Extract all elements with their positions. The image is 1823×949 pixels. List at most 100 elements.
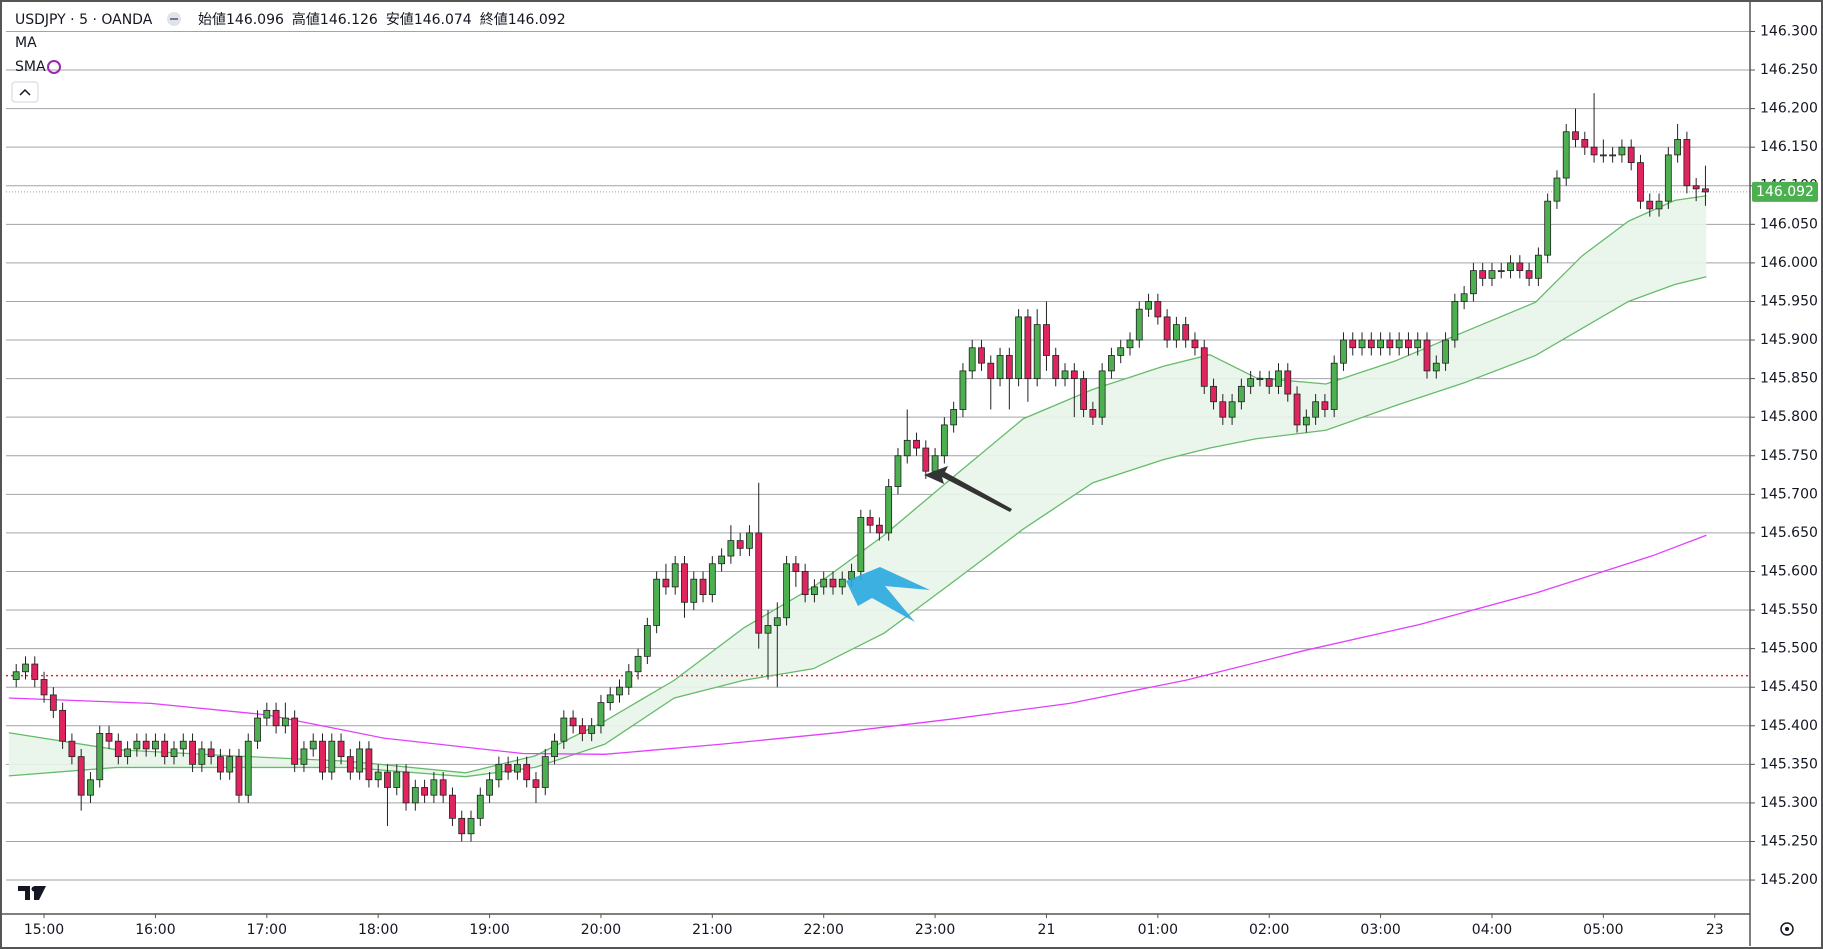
- candle-body: [411, 787, 419, 804]
- candle-body: [189, 740, 196, 765]
- candle-body: [1275, 370, 1282, 387]
- candle-body: [12, 671, 20, 680]
- candle-body: [68, 740, 76, 758]
- x-tick-label: 18:00: [358, 922, 398, 938]
- candle-body: [1135, 308, 1143, 341]
- candle-body: [291, 717, 299, 765]
- candle-body: [662, 578, 670, 588]
- candle-body: [1405, 339, 1412, 349]
- candle-body: [254, 717, 261, 742]
- candle-body: [1219, 401, 1227, 418]
- candle-body: [959, 370, 967, 410]
- candle-body: [1052, 355, 1060, 380]
- candle-body: [1191, 339, 1199, 349]
- candle-body: [59, 709, 67, 742]
- candle-body: [1637, 162, 1644, 202]
- candle-body: [523, 763, 531, 781]
- candle-body: [1265, 378, 1273, 387]
- candle-body: [1321, 401, 1329, 410]
- candle-body: [421, 787, 428, 796]
- candle-body: [1488, 270, 1496, 279]
- candle-body: [1627, 146, 1635, 164]
- candle-body: [634, 655, 642, 673]
- candle-body: [244, 740, 252, 796]
- candle-body: [940, 424, 948, 457]
- y-tick-label: 146.050: [1760, 216, 1818, 232]
- candle-body: [1210, 385, 1217, 403]
- x-tick-label: 03:00: [1360, 922, 1400, 938]
- indicator-line: [8, 195, 1707, 774]
- collapse-button[interactable]: [11, 81, 39, 103]
- candle-body: [1089, 409, 1097, 418]
- indicator-line: [8, 276, 1707, 778]
- candle-body: [1664, 154, 1672, 202]
- candle-body: [1460, 293, 1468, 302]
- y-tick-label: 145.600: [1760, 563, 1818, 579]
- candle-body: [671, 563, 679, 588]
- ohlc-label: 終値: [480, 12, 508, 28]
- candle-body: [1377, 339, 1384, 349]
- logo-dot: [31, 886, 37, 892]
- candle-body: [894, 455, 902, 488]
- candle-body: [1358, 339, 1366, 349]
- candle-body: [1145, 301, 1152, 310]
- y-tick-label: 145.300: [1760, 795, 1818, 811]
- candle-body: [1293, 393, 1301, 426]
- x-tick-label: 21:00: [692, 922, 732, 938]
- y-tick-label: 146.150: [1760, 139, 1818, 155]
- candle-body: [449, 794, 456, 819]
- candle-body: [346, 756, 354, 773]
- black-arrow: [924, 466, 1012, 512]
- candle-body: [792, 563, 800, 572]
- indicator-icon[interactable]: [47, 60, 61, 74]
- y-tick-label: 145.700: [1760, 486, 1818, 502]
- candle-body: [217, 756, 224, 773]
- candle-body: [1581, 139, 1589, 148]
- candle-body: [950, 409, 958, 426]
- candle-body: [1098, 370, 1106, 418]
- candle-body: [699, 578, 707, 596]
- candle-body: [1182, 324, 1190, 341]
- candle-body: [913, 439, 920, 449]
- candle-body: [476, 794, 484, 819]
- candle-body: [495, 763, 503, 781]
- candle-body: [857, 517, 865, 572]
- candle-body: [1683, 139, 1691, 187]
- x-tick-label: 02:00: [1249, 922, 1289, 938]
- candle-body: [49, 694, 57, 711]
- candle-body: [1108, 355, 1115, 372]
- candle-body: [1061, 370, 1069, 380]
- candle-body: [801, 571, 809, 596]
- candle-body: [31, 663, 39, 680]
- candle-body: [1126, 339, 1134, 349]
- plot: [6, 93, 1750, 842]
- candle-body: [77, 756, 85, 796]
- y-tick-label: 146.300: [1760, 23, 1818, 39]
- candle-body: [1553, 177, 1561, 202]
- candle-body: [1562, 131, 1570, 179]
- y-tick-label: 145.400: [1760, 718, 1818, 734]
- candle-body: [263, 709, 271, 719]
- candle-body: [170, 748, 178, 758]
- candle-body: [1349, 339, 1357, 349]
- candle-body: [309, 740, 317, 750]
- candle-body: [1015, 316, 1023, 380]
- settings-icon[interactable]: [1780, 922, 1794, 936]
- candle-body: [1367, 339, 1375, 349]
- candle-body: [1451, 301, 1459, 341]
- ohlc-value: 146.092: [508, 12, 566, 28]
- candle-body: [1284, 370, 1292, 395]
- candle-body: [903, 439, 911, 457]
- x-tick-label: 23: [1706, 922, 1724, 938]
- candle-body: [764, 625, 772, 634]
- candle-body: [1590, 146, 1598, 156]
- y-tick-label: 145.200: [1760, 872, 1818, 888]
- candle-body: [1479, 270, 1487, 279]
- candle-body: [718, 555, 726, 565]
- candle-body: [1655, 200, 1663, 210]
- candle-body: [430, 779, 438, 796]
- y-tick-label: 145.350: [1760, 756, 1818, 772]
- candle-body: [1692, 185, 1700, 190]
- candle-body: [838, 578, 846, 588]
